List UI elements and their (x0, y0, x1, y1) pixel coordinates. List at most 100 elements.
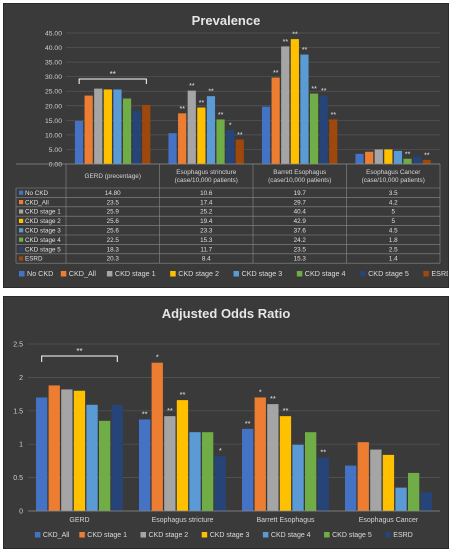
bar-ckd-all-4 (345, 465, 357, 511)
chart-title: Adjusted Odds Ratio (162, 306, 291, 321)
x-category-label: Esophagus Cancer (366, 169, 421, 176)
odds-ratio-chart-panel: Adjusted Odds Ratio 0 0.5 1 1.5 2 2.5 ** ** * * ** *… (3, 296, 449, 549)
table-cell-value: 4.2 (389, 199, 398, 206)
y-tick-label: 40.00 (45, 45, 62, 52)
bar-ckd-stage-2-4 (370, 449, 382, 511)
significance-marker: * (229, 122, 232, 129)
x-category-label: Esophagus strincture (176, 169, 236, 176)
legend-swatch-ckd-stage-2 (170, 271, 176, 277)
bar-ckd-stage-5-3 (319, 95, 328, 164)
legend-label-ckd-stage-3: CKD stage 3 (210, 532, 250, 539)
prevalence-chart: Prevalence 0.00 5.00 10.00 15.00 20.00 25.00 30… (15, 13, 448, 278)
bar-no-ckd-4 (355, 153, 364, 164)
bar-no-ckd-3 (261, 106, 271, 164)
bar-esrd-3 (317, 457, 329, 511)
x-category-label: Esophagus stricture (152, 517, 214, 524)
legend-label-ckd-stage-5: CKD stage 5 (368, 269, 409, 278)
significance-marker: ** (302, 47, 308, 54)
significance-marker: ** (405, 151, 411, 158)
legend-label-esrd: ESRD (431, 269, 448, 278)
table-series-label: CKD stage 2 (25, 218, 61, 225)
legend-swatch-ckd-stage-5 (360, 271, 366, 277)
bar-ckd-stage-5-2 (226, 129, 235, 164)
table-cell-value: 14.80 (105, 190, 121, 197)
significance-marker: ** (218, 112, 224, 119)
table-cell-value: 40.4 (294, 209, 307, 216)
legend-swatch-ckd-stage-2 (140, 532, 146, 538)
significance-marker: ** (167, 406, 173, 415)
bar-ckd-stage-3-4 (393, 150, 403, 164)
legend-swatch-no-ckd (19, 271, 25, 277)
bar-ckd-stage-2-1 (103, 89, 112, 164)
bar-no-ckd-1 (74, 120, 84, 164)
legend-label-esrd: ESRD (393, 532, 412, 539)
legend-label-ckd-stage-2: CKD stage 2 (149, 532, 189, 539)
bar-esrd-1 (111, 404, 123, 511)
bar-esrd-1 (142, 104, 151, 164)
table-series-label: CKD stage 4 (25, 237, 61, 244)
bar-ckd-all-2 (178, 113, 187, 164)
table-cell-value: 5 (391, 218, 395, 225)
table-cell-value: 10.6 (200, 190, 213, 197)
bar-ckd-stage-4-3 (292, 444, 304, 511)
significance-marker: ** (142, 409, 148, 418)
significance-marker: ** (283, 406, 289, 415)
significance-marker: ** (273, 70, 279, 77)
bar-ckd-stage-1-4 (357, 442, 369, 511)
bar-ckd-all-4 (365, 151, 374, 164)
significance-marker: ** (311, 86, 317, 93)
table-cell-value: 19.4 (200, 218, 213, 225)
legend-label-ckd-stage-1: CKD stage 1 (115, 269, 156, 278)
legend-label-ckd-stage-5: CKD stage 5 (332, 532, 372, 539)
table-legend-swatch (19, 209, 24, 214)
bar-esrd-3 (329, 119, 338, 164)
table-cell-value: 2.5 (389, 246, 398, 253)
legend-label-ckd-stage-1: CKD stage 1 (87, 532, 127, 539)
significance-marker: ** (283, 39, 289, 46)
bar-ckd-stage-3-3 (300, 54, 309, 164)
bar-ckd-stage-3-2 (176, 400, 189, 511)
bar-ckd-stage-1-1 (94, 88, 103, 164)
significance-bracket-label: ** (110, 70, 116, 79)
bar-ckd-stage-4-4 (395, 487, 407, 511)
bar-ckd-stage-2-3 (267, 404, 279, 511)
table-cell-value: 22.5 (107, 237, 120, 244)
legend-swatch-ckd-stage-3 (233, 271, 239, 277)
table-cell-value: 15.3 (294, 256, 307, 263)
significance-marker: ** (292, 32, 298, 39)
y-tick-label: 2.5 (13, 342, 23, 349)
table-cell-value: 20.3 (107, 256, 120, 263)
legend-swatch-ckd-all (60, 271, 67, 277)
table-cell-value: 8.4 (202, 256, 211, 263)
bar-ckd-stage-1-3 (281, 46, 290, 164)
bar-ckd-stage-5-2 (202, 432, 214, 511)
table-cell-value: 42.9 (294, 218, 307, 225)
significance-marker: ** (321, 88, 327, 95)
odds-ratio-chart: Adjusted Odds Ratio00.511.522.5*********… (13, 306, 440, 539)
bar-ckd-all-1 (84, 95, 93, 164)
bar-ckd-stage-2-1 (61, 389, 73, 511)
table-legend-swatch (19, 228, 24, 233)
y-tick-label: 35.00 (45, 60, 62, 67)
table-series-label: CKD_All (25, 199, 49, 206)
significance-marker: * (259, 387, 262, 396)
bar-ckd-stage-5-4 (413, 156, 422, 164)
significance-marker: * (156, 353, 159, 362)
table-legend-swatch (19, 200, 24, 205)
table-cell-value: 5 (391, 209, 395, 216)
y-tick-label: 15.00 (45, 118, 62, 125)
y-tick-label: 25.00 (45, 89, 62, 96)
table-cell-value: 23.5 (107, 199, 120, 206)
table-cell-value: 18.3 (107, 246, 120, 253)
table-cell-value: 1.8 (389, 237, 398, 244)
bar-ckd-stage-3-2 (206, 96, 216, 164)
legend-label-ckd-stage-3: CKD stage 3 (242, 269, 283, 278)
significance-marker: ** (270, 394, 276, 403)
bar-ckd-stage-4-3 (309, 93, 319, 164)
bar-ckd-stage-4-2 (216, 119, 225, 164)
legend-swatch-ckd-stage-1 (79, 532, 85, 538)
significance-marker: ** (245, 419, 251, 428)
table-cell-value: 23.3 (200, 228, 213, 235)
table-cell-value: 24.2 (294, 237, 307, 244)
bar-ckd-stage-2-3 (290, 39, 299, 164)
